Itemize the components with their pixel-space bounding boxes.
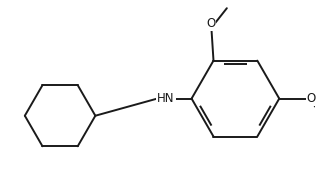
Text: O: O <box>206 17 215 30</box>
Text: HN: HN <box>157 92 175 105</box>
Text: O: O <box>307 92 316 105</box>
